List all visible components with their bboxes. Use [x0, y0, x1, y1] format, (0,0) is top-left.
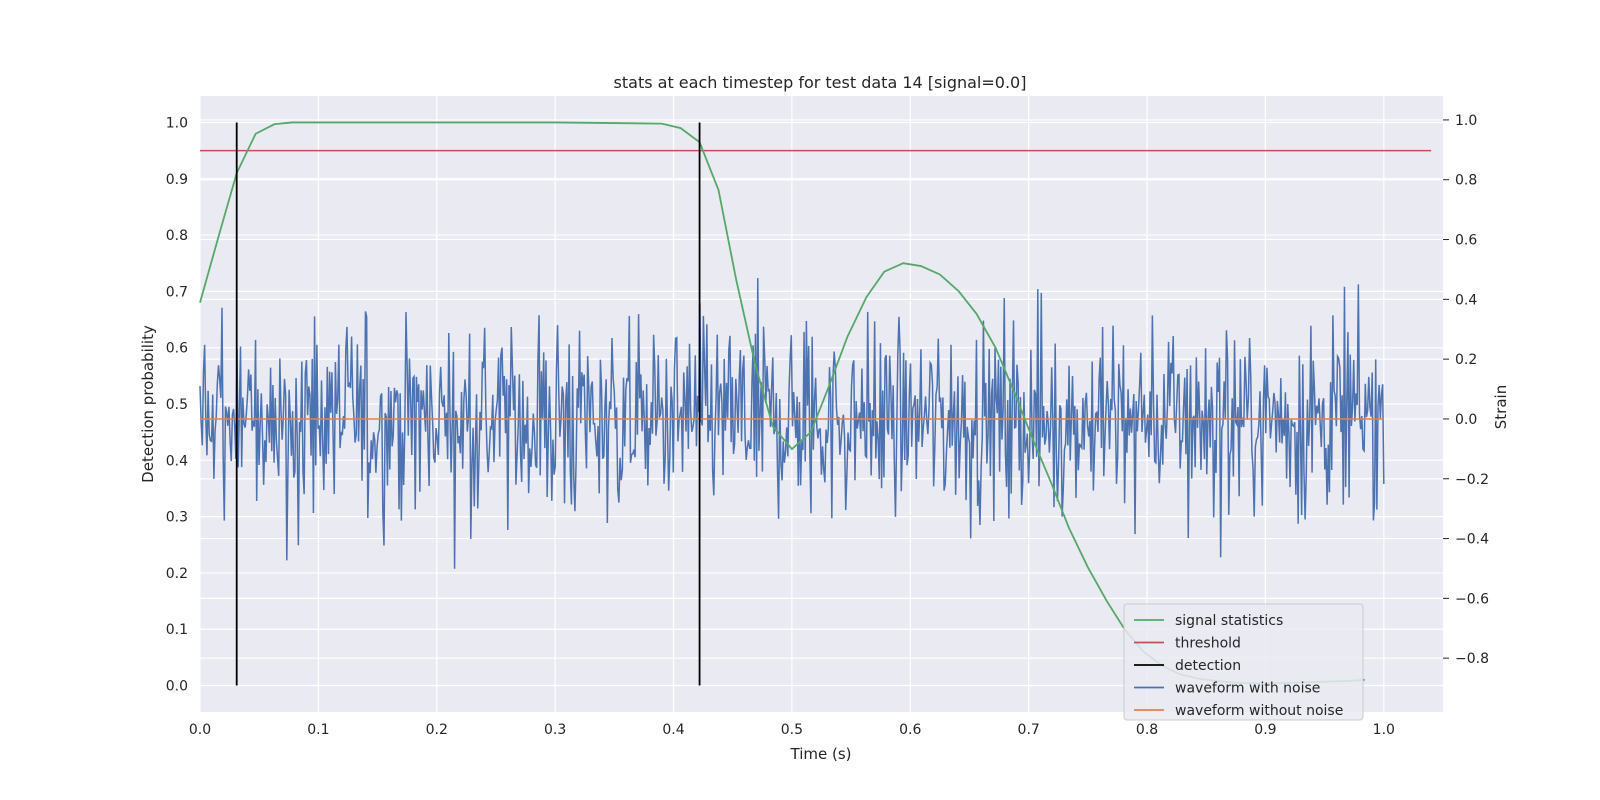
- legend-entry: waveform without noise: [1175, 703, 1343, 719]
- x-tick-label: 0.8: [1136, 722, 1158, 738]
- x-tick-label: 0.0: [189, 722, 211, 738]
- legend-entry: waveform with noise: [1175, 681, 1320, 697]
- y-tick-label: 0.3: [166, 510, 188, 526]
- y2-axis-title: Strain: [1492, 385, 1510, 429]
- x-tick-label: 1.0: [1373, 722, 1395, 738]
- legend: signal statistics threshold detection wavef…: [1123, 603, 1364, 721]
- x-tick-label: 0.5: [781, 722, 803, 738]
- y2-tick-label: 1.0: [1455, 113, 1477, 129]
- y2-tick-labels: −0.8 −0.6 −0.4 −0.2 0.0 0.2 0.4 0.6 0.8 1.0: [1443, 113, 1489, 667]
- y-tick-label: 0.4: [166, 453, 188, 469]
- y-tick-labels: 0.0 0.1 0.2 0.3 0.4 0.5 0.6 0.7 0.8 0.9 1.0: [166, 115, 188, 694]
- y-tick-label: 0.0: [166, 679, 188, 695]
- y-tick-label: 0.1: [166, 622, 188, 638]
- x-tick-label: 0.3: [544, 722, 566, 738]
- y2-tick-label: 0.8: [1455, 173, 1477, 189]
- legend-entry: signal statistics: [1175, 613, 1283, 629]
- x-tick-label: 0.1: [307, 722, 329, 738]
- y-tick-label: 0.9: [166, 172, 188, 188]
- y-tick-label: 0.6: [166, 341, 188, 357]
- y2-tick-label: −0.4: [1455, 532, 1489, 548]
- y2-tick-label: 0.6: [1455, 233, 1477, 249]
- x-tick-label: 0.6: [899, 722, 921, 738]
- y2-tick-label: 0.0: [1455, 412, 1477, 428]
- x-tick-label: 0.7: [1018, 722, 1040, 738]
- y-tick-label: 1.0: [166, 115, 188, 131]
- y-axis-title: Detection probability: [139, 325, 157, 483]
- y2-tick-label: 0.4: [1455, 292, 1477, 308]
- x-tick-label: 0.9: [1254, 722, 1276, 738]
- y-tick-label: 0.5: [166, 397, 188, 413]
- series-lines: [199, 121, 1432, 686]
- x-tick-label: 0.4: [662, 722, 684, 738]
- series-waveform-with-noise: [199, 278, 1385, 569]
- y2-tick-label: −0.6: [1455, 591, 1489, 607]
- legend-box: [1123, 603, 1364, 721]
- y-tick-label: 0.2: [166, 566, 188, 582]
- y-tick-label: 0.8: [166, 228, 188, 244]
- x-tick-labels: 0.0 0.1 0.2 0.3 0.4 0.5 0.6 0.7 0.8 0.9 1.0: [189, 722, 1395, 738]
- legend-entry: threshold: [1175, 636, 1241, 652]
- legend-entry: detection: [1175, 658, 1241, 674]
- chart-title: stats at each timestep for test data 14 …: [614, 73, 1027, 92]
- y2-tick-label: −0.2: [1455, 472, 1489, 488]
- y-tick-label: 0.7: [166, 284, 188, 300]
- x-axis-title: Time (s): [790, 745, 852, 763]
- x-tick-label: 0.2: [426, 722, 448, 738]
- y2-tick-label: −0.8: [1455, 651, 1489, 667]
- y2-tick-label: 0.2: [1455, 352, 1477, 368]
